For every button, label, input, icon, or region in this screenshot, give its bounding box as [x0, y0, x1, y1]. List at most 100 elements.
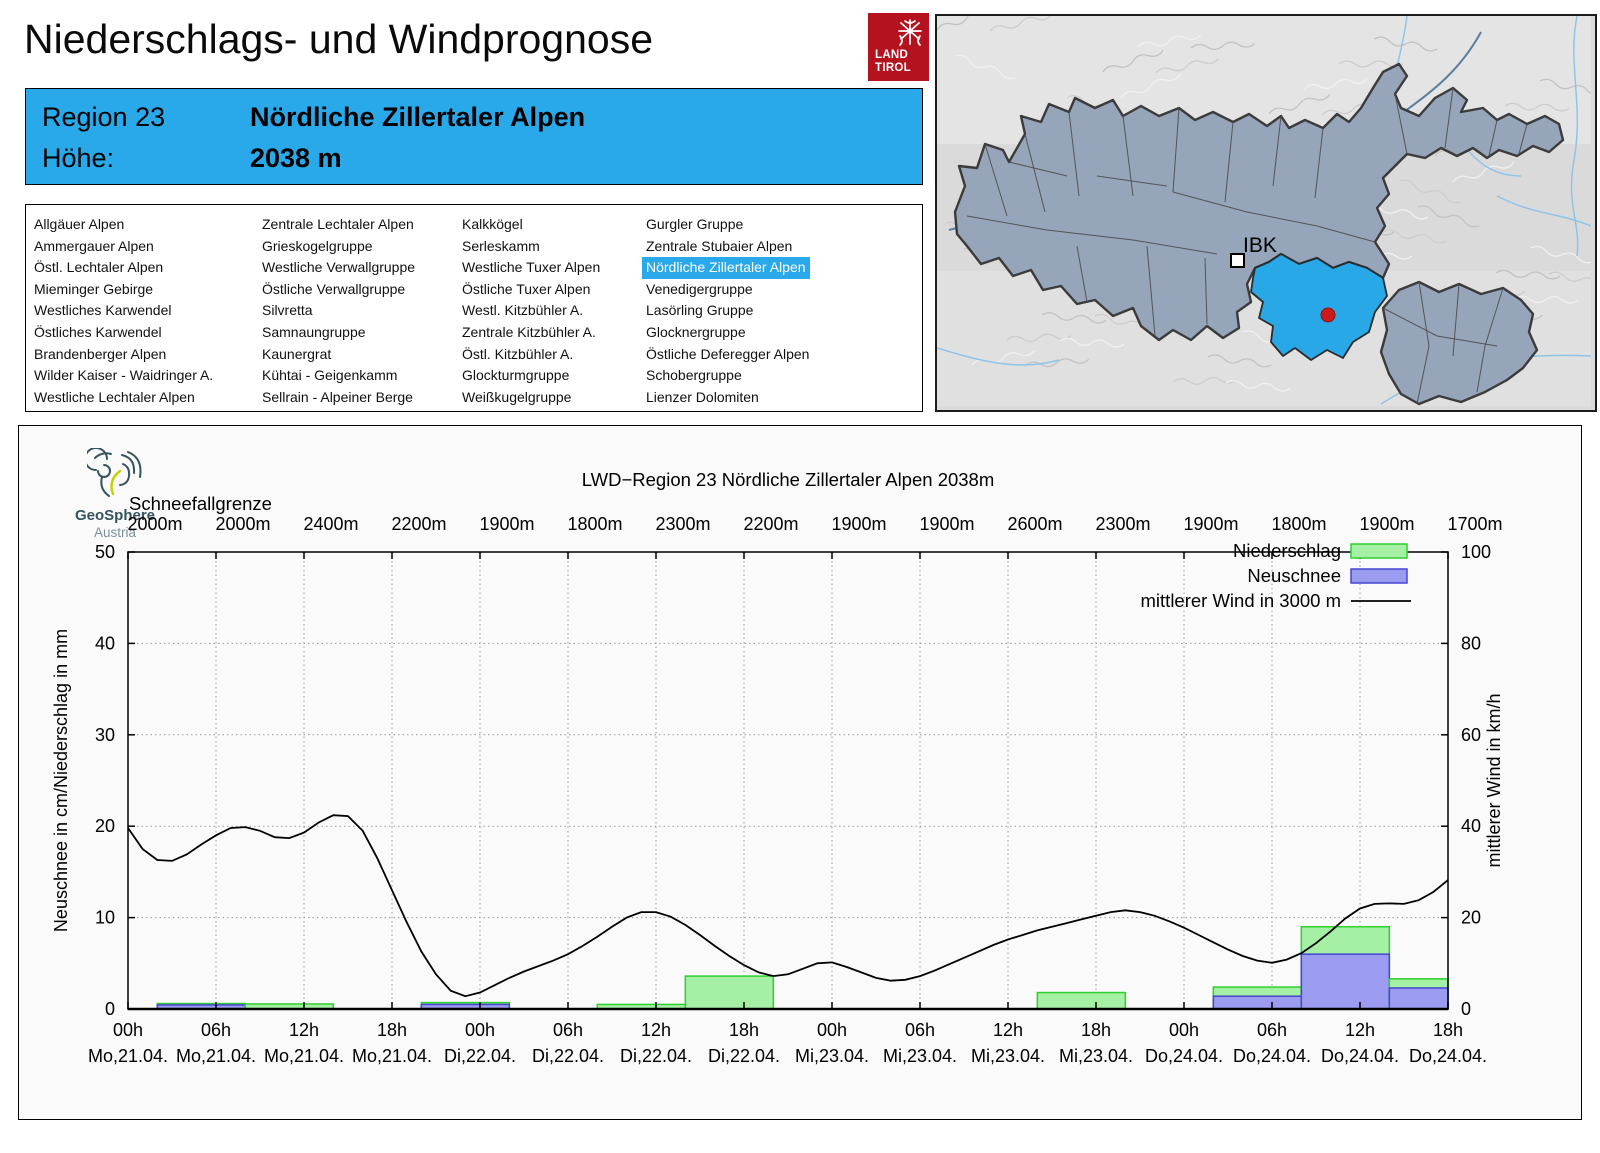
region-item[interactable]: Glockturmgruppe — [462, 367, 570, 384]
region-item[interactable]: Silvretta — [262, 302, 313, 319]
altitude-value: 2038 m — [250, 143, 342, 173]
xtick-time-label: 18h — [1081, 1020, 1111, 1040]
land-tirol-logo: LAND TIROL — [868, 13, 929, 81]
xtick-time-label: 00h — [113, 1020, 143, 1040]
xtick-time-label: 00h — [465, 1020, 495, 1040]
region-item[interactable]: Östliche Tuxer Alpen — [462, 280, 591, 297]
altitude-row: Höhe: 2038 m — [42, 143, 342, 174]
neuschnee-bar — [1212, 995, 1303, 1010]
xtick-date-label: Mi,23.04. — [1059, 1046, 1133, 1066]
y-axis-label-left: Neuschnee in cm/Niederschlag in mm — [51, 629, 71, 932]
snowline-value: 1900m — [479, 514, 534, 534]
forecast-regions-east[interactable] — [1379, 280, 1539, 406]
region-item[interactable]: Östliche Verwallgruppe — [262, 280, 406, 297]
region-item[interactable]: Mieminger Gebirge — [34, 280, 154, 297]
xtick-time-label: 12h — [993, 1020, 1023, 1040]
snowline-value: 1800m — [567, 514, 622, 534]
region-item[interactable]: Sellrain - Alpeiner Berge — [262, 388, 413, 405]
region-item[interactable]: Östliches Karwendel — [34, 323, 162, 340]
region-item[interactable]: Wilder Kaiser - Waidringer A. — [34, 367, 214, 384]
region-item[interactable]: Ammergauer Alpen — [34, 237, 154, 254]
region-item-selected[interactable]: Nördliche Zillertaler Alpen — [642, 257, 810, 279]
region-item[interactable]: Schobergruppe — [646, 367, 742, 384]
xtick-time-label: 12h — [641, 1020, 671, 1040]
xtick-date-label: Di,22.04. — [444, 1046, 516, 1066]
snowline-value: 2300m — [655, 514, 710, 534]
station-marker — [1320, 307, 1336, 323]
niederschlag-bar — [1036, 991, 1127, 1010]
region-item[interactable]: Östl. Kitzbühler A. — [462, 345, 574, 362]
wind-line — [127, 814, 1449, 998]
region-item[interactable]: Allgäuer Alpen — [34, 216, 125, 232]
ytick-right-label: 40 — [1461, 816, 1481, 836]
tirol-logo-text: LAND TIROL — [875, 48, 911, 74]
xtick-time-label: 06h — [905, 1020, 935, 1040]
region-item[interactable]: Venedigergruppe — [646, 280, 753, 297]
region-list-column-3: Kalkkögel Serleskamm Westliche Tuxer Alpen… — [462, 214, 600, 408]
ytick-left-label: 30 — [95, 725, 115, 745]
ytick-left-label: 50 — [95, 542, 115, 562]
region-item[interactable]: Grieskogelgruppe — [262, 237, 373, 254]
region-item[interactable]: Lienzer Dolomiten — [646, 388, 759, 405]
neuschnee-bar — [1300, 953, 1391, 1010]
legend: Niederschlag Neuschnee mittlerer Wind in 3… — [1141, 540, 1411, 611]
ibk-label: IBK — [1243, 234, 1277, 257]
xtick-date-label: Do,24.04. — [1321, 1046, 1399, 1066]
xtick-time-label: 18h — [1433, 1020, 1463, 1040]
tirol-map: IBK — [935, 5, 1600, 412]
xtick-date-label: Do,24.04. — [1145, 1046, 1223, 1066]
region-borders-east — [1382, 281, 1504, 405]
region-item[interactable]: Kaunergrat — [262, 345, 332, 362]
plot-border — [127, 551, 1449, 1010]
region-item[interactable]: Samnaungruppe — [262, 323, 366, 340]
forecast-regions-west[interactable] — [953, 62, 1565, 342]
region-item[interactable]: Lasörling Gruppe — [646, 302, 754, 319]
xtick-time-label: 06h — [553, 1020, 583, 1040]
legend-swatch-box — [1350, 543, 1408, 559]
region-item[interactable]: Zentrale Lechtaler Alpen — [262, 216, 414, 232]
region-item[interactable]: Östliche Deferegger Alpen — [646, 345, 810, 362]
forecast-chart: 0 10 20 30 40 50 0 20 40 60 80 100 00h Mo,21.04. 06h Mo… — [51, 469, 1504, 1066]
xtick-date-label: Mo,21.04. — [88, 1046, 168, 1066]
region-item[interactable]: Serleskamm — [462, 237, 540, 254]
ytick-left-label: 20 — [95, 816, 115, 836]
region-item[interactable]: Westliches Karwendel — [34, 302, 172, 319]
region-item[interactable]: Gurgler Gruppe — [646, 216, 744, 232]
xtick-time-label: 18h — [729, 1020, 759, 1040]
region-item[interactable]: Westliche Lechtaler Alpen — [34, 388, 195, 405]
ytick-right-label: 0 — [1461, 999, 1471, 1019]
ytick-left-label: 0 — [105, 999, 115, 1019]
region-item[interactable]: Weißkugelgruppe — [462, 388, 572, 405]
chart-title: LWD−Region 23 Nördliche Zillertaler Alpe… — [582, 469, 995, 490]
region-item[interactable]: Glocknergruppe — [646, 323, 746, 340]
xtick-date-label: Di,22.04. — [708, 1046, 780, 1066]
region-item[interactable]: Zentrale Stubaier Alpen — [646, 237, 793, 254]
region-item[interactable]: Brandenberger Alpen — [34, 345, 167, 362]
region-item[interactable]: Westl. Kitzbühler A. — [462, 302, 584, 319]
ytick-right-label: 60 — [1461, 725, 1481, 745]
region-item[interactable]: Östl. Lechtaler Alpen — [34, 259, 164, 276]
region-item[interactable]: Westliche Tuxer Alpen — [462, 259, 601, 276]
region-item[interactable]: Zentrale Kitzbühler A. — [462, 323, 596, 340]
selected-region-polygon[interactable] — [1250, 253, 1388, 361]
region-label: Region 23 — [42, 102, 166, 132]
tirol-eagle-icon — [898, 19, 922, 46]
snowline-value: 2000m — [215, 514, 270, 534]
neuschnee-bar — [1388, 987, 1449, 1010]
region-item[interactable]: Kalkkögel — [462, 216, 523, 232]
geosphere-icon — [84, 447, 142, 497]
snowline-value: 2600m — [1007, 514, 1062, 534]
legend-label: mittlerer Wind in 3000 m — [1141, 590, 1341, 611]
xtick-time-label: 00h — [817, 1020, 847, 1040]
xtick-time-label: 06h — [1257, 1020, 1287, 1040]
snowline-value: 1900m — [1183, 514, 1238, 534]
xtick-date-label: Di,22.04. — [532, 1046, 604, 1066]
xtick-time-label: 00h — [1169, 1020, 1199, 1040]
ytick-right-label: 20 — [1461, 908, 1481, 928]
legend-label: Niederschlag — [1233, 540, 1341, 561]
region-item[interactable]: Westliche Verwallgruppe — [262, 259, 416, 276]
region-item[interactable]: Kühtai - Geigenkamm — [262, 367, 398, 384]
region-list-column-4: Gurgler Gruppe Zentrale Stubaier Alpen Nör… — [642, 214, 810, 408]
xtick-date-label: Mo,21.04. — [176, 1046, 256, 1066]
snowline-value: 1700m — [1447, 514, 1502, 534]
